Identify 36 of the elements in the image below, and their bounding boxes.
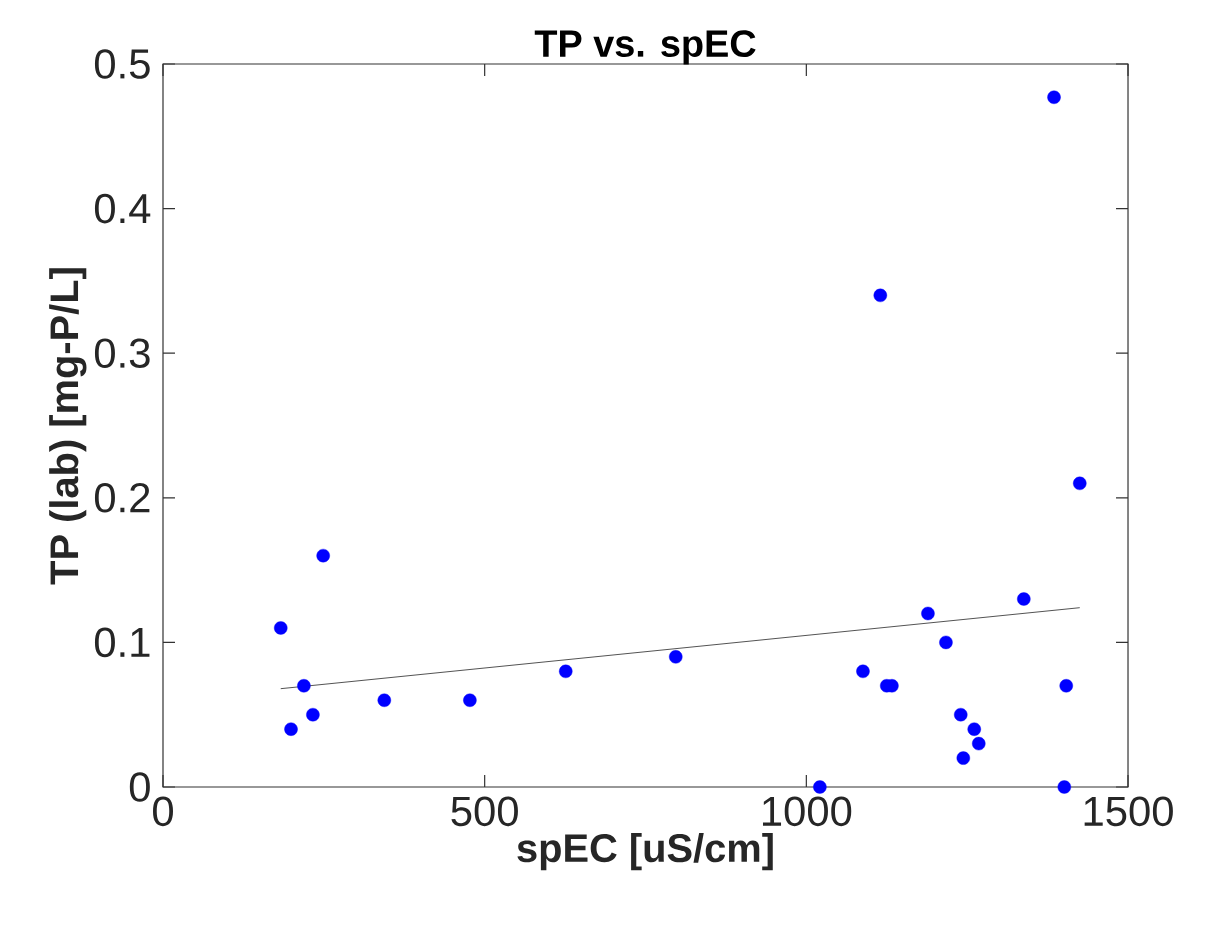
y-tick-label: 0.1 <box>94 627 150 658</box>
point <box>306 708 320 722</box>
chart-title: TP vs. spEC <box>534 30 756 65</box>
point <box>972 736 986 751</box>
point <box>873 288 888 303</box>
point <box>956 751 971 765</box>
point <box>669 650 683 664</box>
point <box>939 635 953 650</box>
point <box>954 708 968 722</box>
point <box>284 722 298 736</box>
point <box>1017 592 1031 606</box>
point <box>1059 679 1073 693</box>
point <box>316 548 330 563</box>
x-tick-label: 1000 <box>762 796 852 827</box>
point <box>967 722 981 736</box>
point <box>921 606 935 621</box>
point <box>813 780 827 794</box>
point <box>463 693 477 707</box>
x-tick-label: 500 <box>451 796 518 827</box>
y-tick-label: 0 <box>129 772 150 802</box>
point <box>297 679 311 693</box>
y-tick-label: 0.4 <box>94 193 151 224</box>
y-axis-title: TP (lab) [mg-P/L] <box>49 268 87 585</box>
point <box>377 693 392 707</box>
point <box>1047 90 1061 104</box>
point <box>1057 780 1072 794</box>
y-tick-label: 0.5 <box>94 49 150 79</box>
x-tick-label: 0 <box>153 796 173 827</box>
point <box>559 664 573 679</box>
x-tick-label: 1500 <box>1084 796 1173 827</box>
point <box>1073 476 1087 491</box>
point <box>856 664 870 679</box>
y-tick-label: 0.2 <box>94 482 150 513</box>
point <box>274 621 288 635</box>
x-axis-title: spEC [uS/cm] <box>517 832 773 871</box>
y-tick-label: 0.3 <box>94 338 150 369</box>
